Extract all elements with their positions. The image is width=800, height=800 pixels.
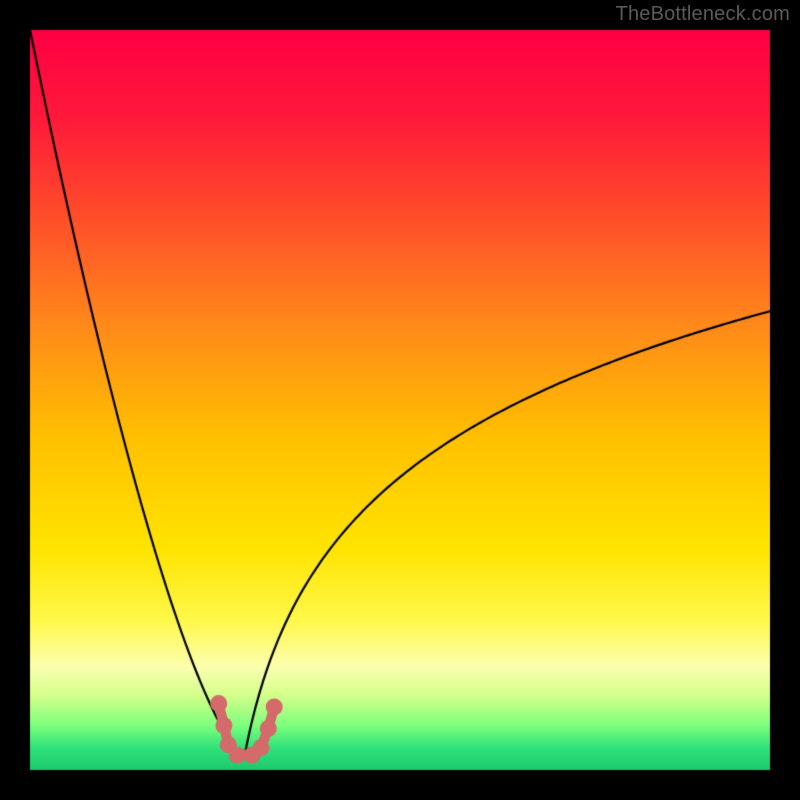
bottleneck-chart [0, 0, 800, 800]
chart-container: TheBottleneck.com [0, 0, 800, 800]
